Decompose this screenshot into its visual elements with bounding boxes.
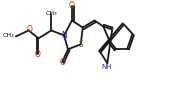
Text: CH₃: CH₃: [46, 11, 57, 16]
Text: O: O: [35, 50, 40, 59]
Text: N: N: [61, 31, 67, 40]
Text: O: O: [69, 1, 75, 10]
Text: O: O: [59, 58, 65, 67]
Text: CH₃: CH₃: [2, 33, 14, 38]
Text: NH: NH: [101, 64, 112, 70]
Text: S: S: [78, 40, 83, 49]
Text: O: O: [26, 25, 32, 34]
